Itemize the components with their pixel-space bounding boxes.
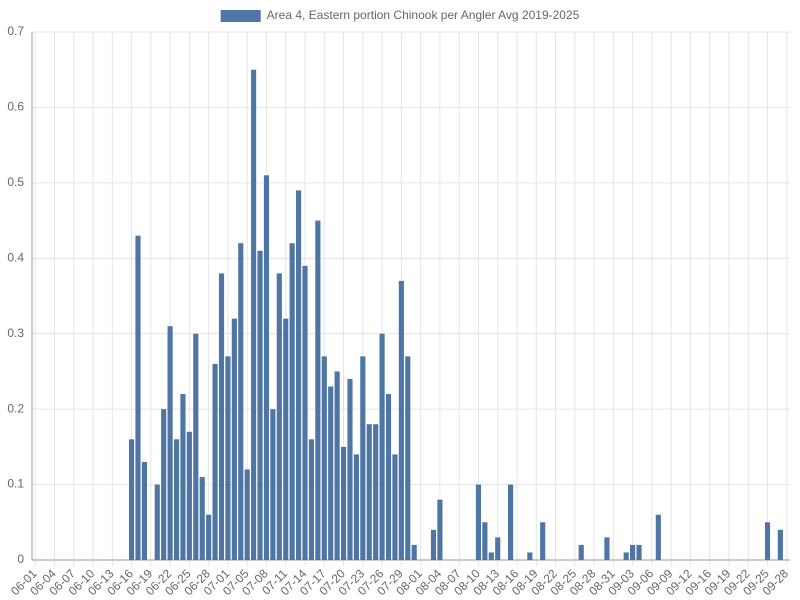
bar: [623, 552, 629, 560]
bar: [604, 537, 610, 560]
bar: [135, 235, 141, 560]
bar: [238, 243, 244, 560]
y-tick-label: 0.3: [7, 326, 24, 340]
bar: [430, 529, 437, 560]
y-tick-label: 0.2: [7, 401, 24, 415]
bar: [270, 409, 276, 560]
bar: [161, 409, 167, 560]
bar: [296, 190, 302, 560]
bar: [411, 544, 417, 560]
bar: [231, 318, 237, 560]
legend-swatch: [220, 10, 261, 22]
bar: [251, 69, 257, 560]
bar: [308, 439, 315, 560]
bar: [630, 544, 636, 560]
bar: [636, 544, 642, 560]
bar: [398, 280, 404, 560]
y-tick-label: 0.6: [7, 100, 24, 114]
bar: [347, 378, 353, 560]
bar: [475, 484, 482, 560]
bar: [315, 220, 321, 561]
bar: [777, 529, 783, 560]
bar: [186, 431, 192, 560]
y-tick-label: 0.7: [7, 24, 24, 38]
bar: [167, 326, 173, 560]
bar: [180, 394, 186, 560]
y-tick-label: 0.5: [7, 175, 24, 189]
bar: [141, 461, 147, 560]
bar: [218, 273, 225, 560]
bar: [302, 265, 308, 560]
bar: [527, 552, 533, 560]
bar: [373, 424, 379, 560]
bar: [482, 522, 488, 560]
legend-label: Area 4, Eastern portion Chinook per Angl…: [267, 8, 580, 22]
bar: [405, 356, 411, 560]
bar: [507, 484, 514, 560]
bar: [199, 477, 205, 560]
bar: [244, 469, 250, 560]
y-tick-label: 0: [17, 552, 24, 566]
bar: [392, 454, 398, 560]
bar: [154, 484, 160, 560]
bar: [360, 356, 366, 560]
bar: [206, 514, 212, 560]
bar: [764, 522, 771, 560]
bar: [488, 552, 494, 560]
bar: [379, 333, 385, 560]
bar: [263, 175, 270, 561]
y-tick-label: 0.4: [7, 250, 24, 264]
bar: [655, 514, 661, 560]
bar: [385, 394, 392, 560]
bar: [340, 446, 347, 560]
bar: [437, 499, 443, 560]
bar: [334, 371, 340, 560]
y-tick-label: 0.1: [7, 477, 24, 491]
bar: [321, 356, 327, 560]
bar: [257, 250, 263, 560]
bar: [328, 386, 334, 560]
bar: [193, 333, 199, 560]
bar: [353, 454, 359, 560]
bar: [283, 318, 289, 560]
bar: [173, 439, 180, 560]
bar: [578, 544, 584, 560]
bar: [366, 424, 372, 560]
bar: [289, 243, 295, 560]
bar: [540, 522, 546, 560]
bar: [225, 356, 231, 560]
bar: [495, 537, 501, 560]
bar: [212, 363, 218, 560]
bar: [276, 273, 282, 560]
bar: [128, 439, 135, 560]
